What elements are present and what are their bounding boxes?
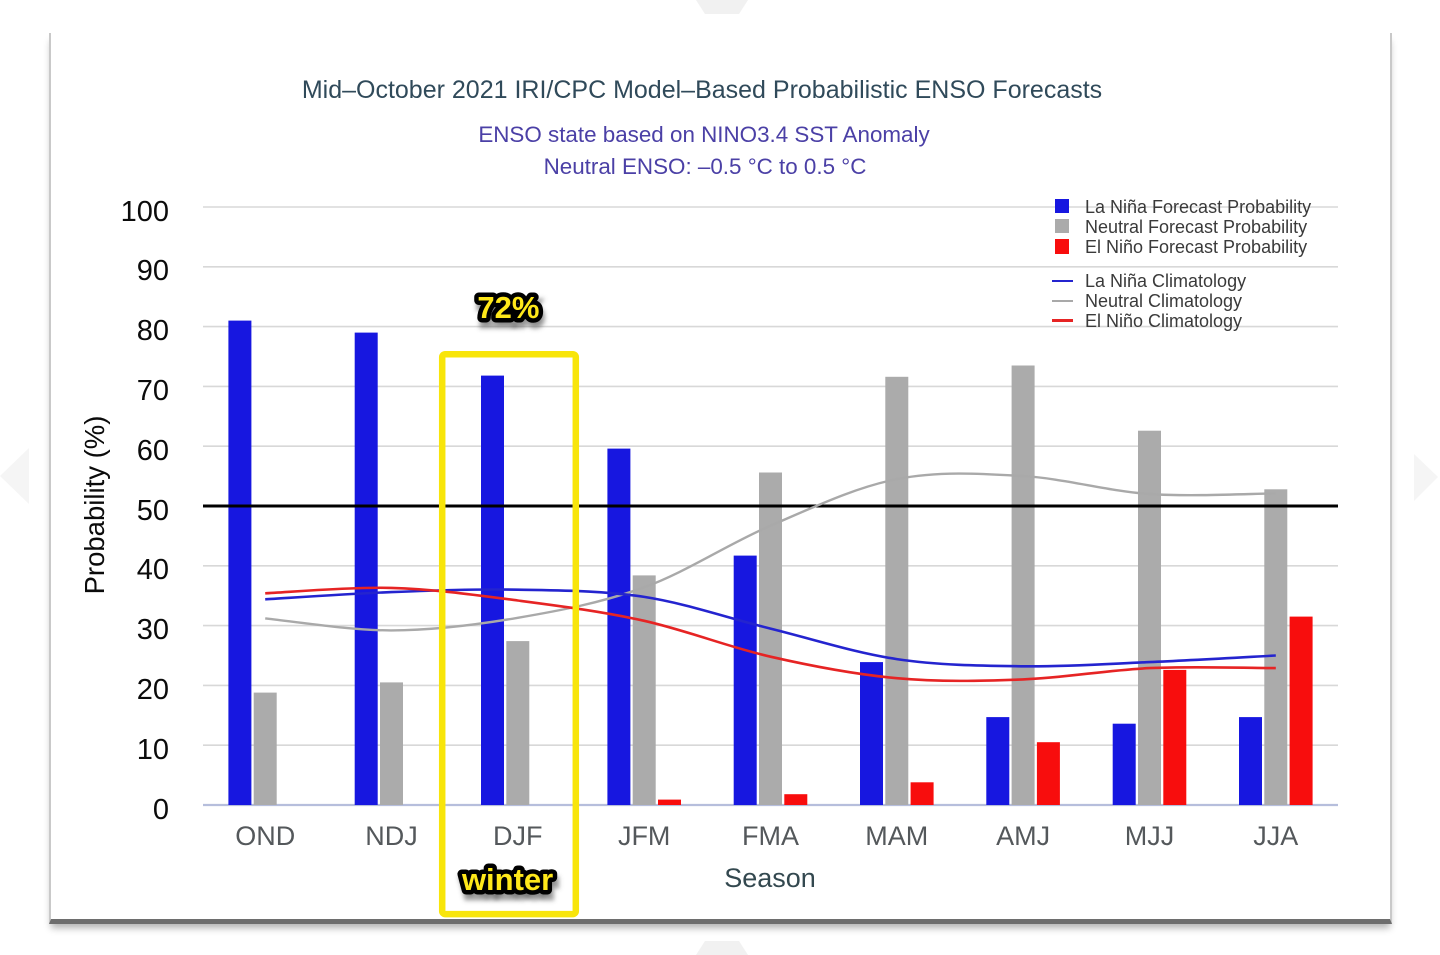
svg-text:winter: winter [463, 868, 555, 903]
svg-text:72%: 72% [479, 296, 541, 331]
svg-text:72%: 72% [477, 290, 539, 325]
svg-text:winter: winter [461, 862, 553, 897]
